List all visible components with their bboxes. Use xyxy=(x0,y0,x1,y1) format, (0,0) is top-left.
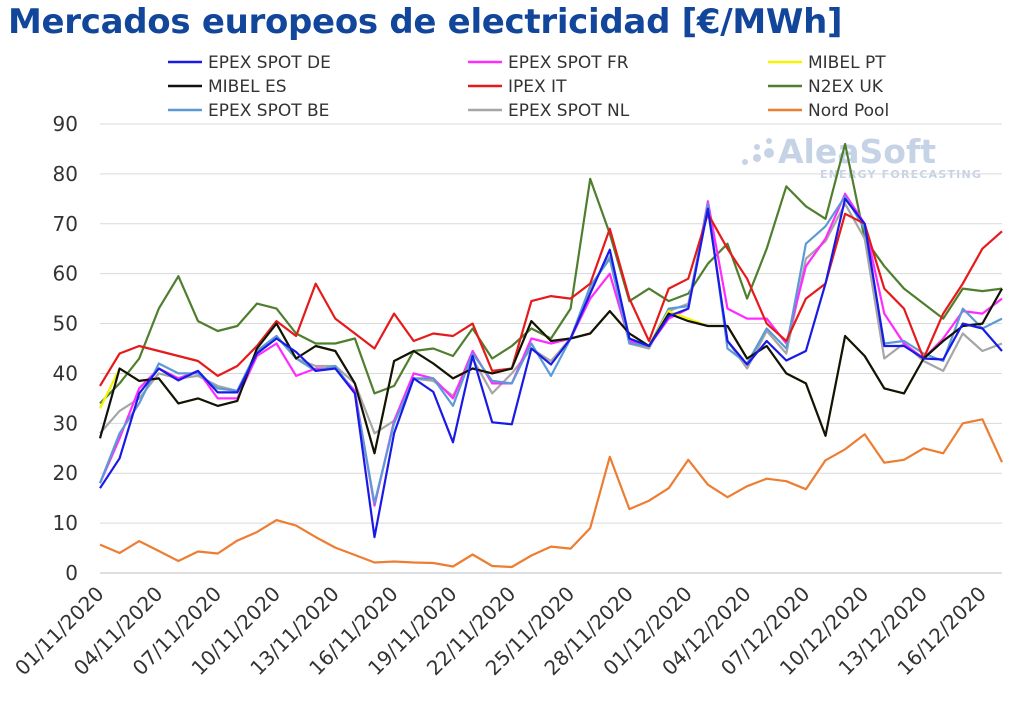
watermark-dot-icon xyxy=(753,154,761,162)
x-axis-ticks: 01/11/202004/11/202007/11/202010/11/2020… xyxy=(10,582,991,680)
legend-label: EPEX SPOT BE xyxy=(208,101,329,121)
watermark-tagline: ENERGY FORECASTING xyxy=(820,168,982,181)
y-tick-label: 50 xyxy=(53,312,78,336)
watermark-dot-icon xyxy=(754,144,760,150)
legend-label: MIBEL ES xyxy=(208,77,287,97)
page-title: Mercados europeos de electricidad [€/MWh… xyxy=(8,2,843,42)
legend-label: MIBEL PT xyxy=(808,53,886,73)
y-axis-ticks: 0 10 20 30 40 50 60 70 80 90 xyxy=(53,112,78,585)
legend-label: IPEX IT xyxy=(508,77,567,97)
y-tick-label: 10 xyxy=(53,511,78,535)
y-tick-label: 20 xyxy=(53,461,78,485)
series-line-n2ex-uk xyxy=(99,142,1003,405)
legend-label: EPEX SPOT NL xyxy=(508,101,630,121)
y-tick-label: 90 xyxy=(53,112,78,136)
grid-lines xyxy=(100,123,1002,574)
y-tick-label: 70 xyxy=(53,212,78,236)
watermark-brand: AleaSoft xyxy=(778,132,936,171)
watermark: AleaSoft ENERGY FORECASTING xyxy=(742,132,982,181)
watermark-dot-icon xyxy=(742,159,748,165)
y-tick-label: 40 xyxy=(53,361,78,385)
legend: EPEX SPOT DE EPEX SPOT FR MIBEL PT MIBEL ES… xyxy=(168,53,889,121)
y-tick-label: 0 xyxy=(65,561,78,585)
y-tick-label: 80 xyxy=(53,162,78,186)
legend-label: EPEX SPOT FR xyxy=(508,53,629,73)
series-lines xyxy=(98,142,1004,569)
y-tick-label: 30 xyxy=(53,411,78,435)
legend-label: N2EX UK xyxy=(808,77,884,97)
series-line-nord-pool xyxy=(99,418,1004,569)
series-line-mibel-pt xyxy=(99,288,1003,455)
y-tick-label: 60 xyxy=(53,262,78,286)
series-line-epex-spot-de xyxy=(99,197,1003,539)
watermark-dot-icon xyxy=(764,148,774,158)
legend-label: Nord Pool xyxy=(808,101,889,121)
legend-label: EPEX SPOT DE xyxy=(208,53,331,73)
watermark-dot-icon xyxy=(766,138,772,144)
series-line-epex-spot-fr xyxy=(98,192,1003,507)
series-line-ipex-it xyxy=(99,212,1003,387)
series-line-mibel-es xyxy=(98,288,1003,455)
